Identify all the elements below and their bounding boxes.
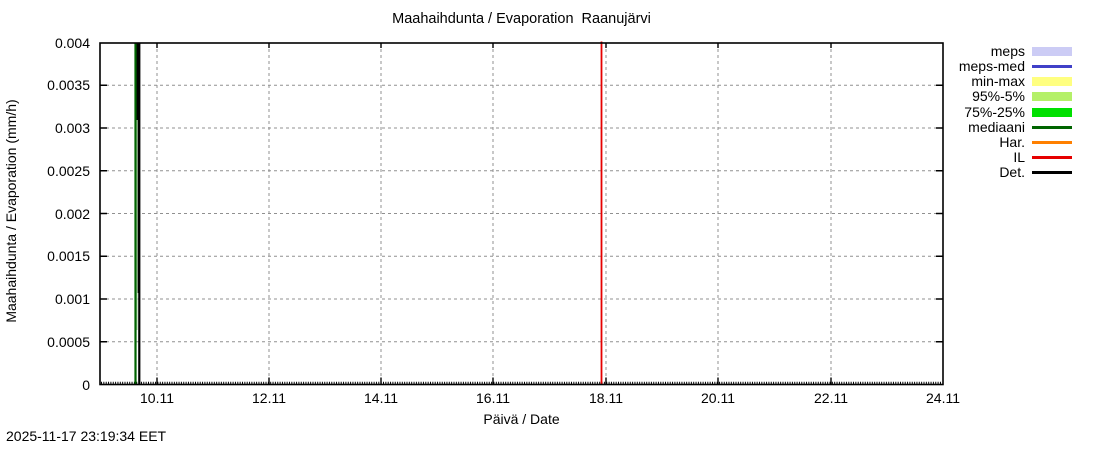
chart-title: Maahaihdunta / Evaporation Raanujärvi xyxy=(392,11,651,27)
y-tick-label: 0.002 xyxy=(54,205,90,222)
y-tick-label: 0 xyxy=(82,376,90,393)
y-tick-label: 0.0005 xyxy=(47,333,90,350)
legend-swatch-band xyxy=(1032,107,1072,117)
x-tick-label: 20.11 xyxy=(701,390,735,406)
x-tick-label: 24.11 xyxy=(926,390,960,406)
y-tick-label: 0.001 xyxy=(54,291,90,307)
legend-swatch-band xyxy=(1032,77,1072,87)
legend-label: 75%-25% xyxy=(964,103,1025,120)
generated-timestamp: 2025-11-17 23:19:34 EET xyxy=(6,428,167,444)
x-tick-label: 10.11 xyxy=(140,390,174,406)
legend-entry-meps-med: meps-med xyxy=(930,59,1090,74)
legend-swatch-line xyxy=(1032,171,1072,175)
x-tick-label: 14.11 xyxy=(364,390,398,406)
legend-entry-75-25: 75%-25% xyxy=(930,103,1090,120)
ticks-top xyxy=(156,43,832,48)
legend-label: IL xyxy=(1013,149,1025,166)
legend-label: 95%-5% xyxy=(972,88,1025,105)
x-tick-label: 18.11 xyxy=(589,390,623,406)
legend-swatch-line xyxy=(1032,140,1072,144)
legend-entry-mediaani: mediaani xyxy=(930,118,1090,135)
x-tick-label: 16.11 xyxy=(476,390,510,406)
legend-entry-meps: meps xyxy=(930,44,1090,59)
ticks-bottom xyxy=(156,377,832,385)
legend-entry-det: Det. xyxy=(930,165,1090,180)
ticks-left xyxy=(100,84,107,343)
x-tick-label: 22.11 xyxy=(814,390,848,406)
x-tick-label: 12.11 xyxy=(252,390,286,406)
legend-entry-95-5: 95%-5% xyxy=(930,89,1090,104)
legend-label: meps xyxy=(990,43,1025,59)
legend-swatch-line xyxy=(1032,65,1072,69)
legend-entry-min-max: min-max xyxy=(930,74,1090,89)
y-tick-label: 0.003 xyxy=(54,120,90,136)
y-tick-label: 0.004 xyxy=(54,34,90,51)
legend-entry-har: Har. xyxy=(930,133,1090,150)
x-axis-label: Päivä / Date xyxy=(483,411,560,427)
legend-swatch-band xyxy=(1032,47,1072,56)
legend-label: meps-med xyxy=(958,58,1025,75)
horizontal-gridlines xyxy=(100,84,943,343)
y-tick-label: 0.0015 xyxy=(47,248,90,265)
legend-label: min-max xyxy=(971,73,1025,90)
legend-label: mediaani xyxy=(968,118,1025,135)
legend-swatch-line xyxy=(1032,156,1072,160)
legend-label: Det. xyxy=(999,164,1025,181)
y-tick-label: 0.0025 xyxy=(47,162,90,179)
legend-entry-il: IL xyxy=(930,150,1090,165)
ticks-right xyxy=(936,84,943,343)
legend-swatch-band xyxy=(1032,92,1072,102)
y-tick-label: 0.0035 xyxy=(47,77,90,94)
legend-label: Har. xyxy=(999,133,1025,150)
legend-swatch-line xyxy=(1032,125,1072,129)
